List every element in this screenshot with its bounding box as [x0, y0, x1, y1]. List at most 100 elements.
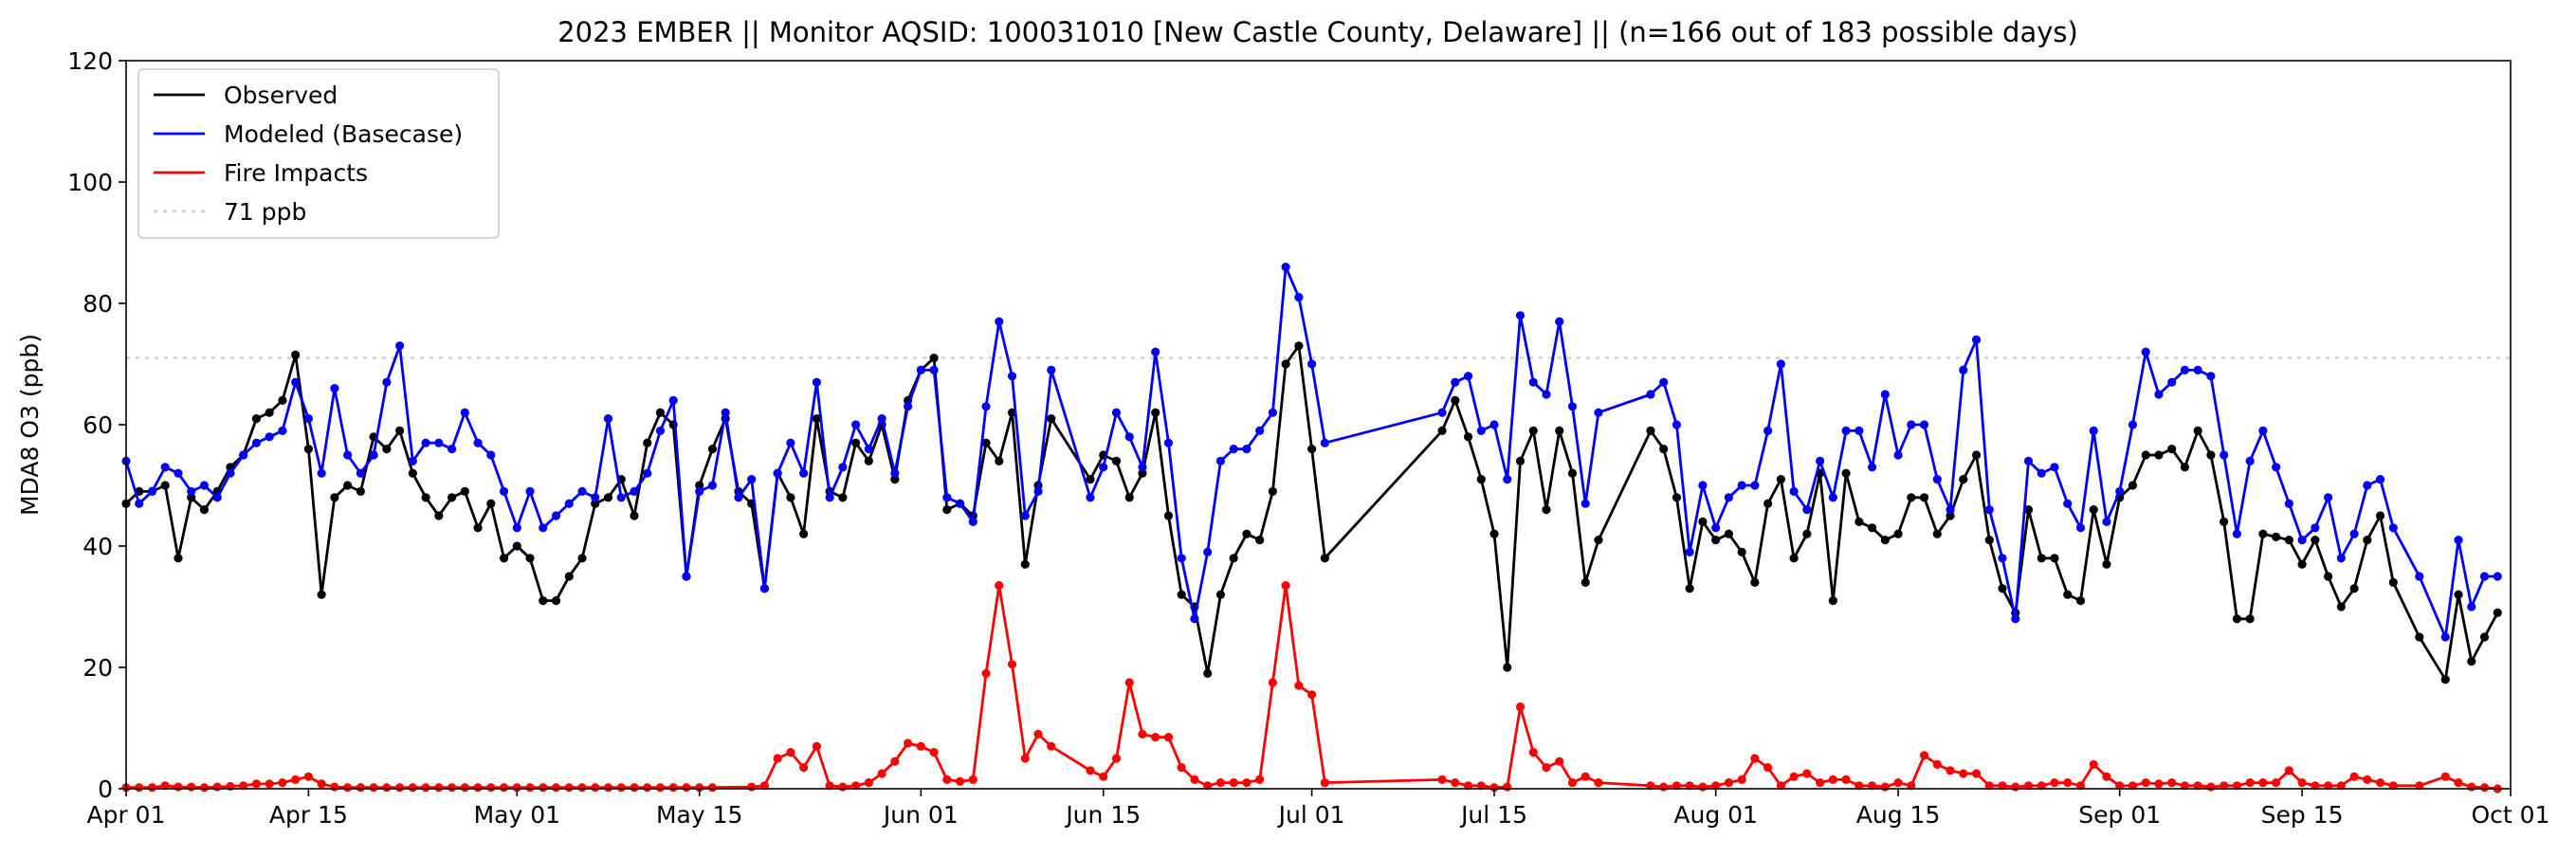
data-point	[707, 783, 718, 793]
data-point	[2415, 632, 2424, 642]
data-point	[2011, 614, 2020, 624]
data-point	[1281, 359, 1290, 369]
data-point	[564, 783, 574, 793]
data-point	[2232, 614, 2241, 624]
data-point	[1086, 766, 1095, 775]
data-point	[890, 468, 900, 478]
y-tick-label: 20	[82, 654, 113, 682]
data-point	[1555, 317, 1564, 326]
data-point	[890, 475, 900, 484]
data-point	[1567, 402, 1578, 411]
data-point	[1007, 372, 1017, 381]
data-point	[929, 354, 939, 363]
data-point	[1776, 359, 1785, 369]
data-point	[473, 783, 483, 793]
data-point	[1099, 463, 1108, 472]
data-point	[603, 783, 613, 793]
data-point	[1867, 781, 1877, 791]
data-point	[1750, 481, 1760, 490]
data-point	[838, 782, 848, 792]
data-point	[721, 408, 730, 417]
x-tick-label: May 15	[656, 801, 742, 829]
data-point	[2272, 532, 2281, 542]
data-point	[1007, 660, 1017, 669]
data-point	[199, 505, 210, 515]
data-point	[2075, 781, 2086, 791]
data-point	[1294, 293, 1304, 302]
data-point	[1659, 445, 1669, 454]
data-point	[916, 365, 925, 374]
data-point	[1867, 523, 1877, 533]
data-point	[655, 783, 666, 793]
data-point	[1789, 772, 1799, 781]
data-point	[539, 523, 548, 533]
data-point	[1503, 782, 1512, 792]
data-point	[734, 493, 743, 502]
data-point	[1111, 754, 1122, 763]
data-point	[460, 408, 469, 417]
data-point	[499, 554, 509, 563]
data-point	[1229, 445, 1238, 454]
series-observed	[121, 341, 2502, 684]
data-point	[1959, 769, 1968, 778]
data-point	[1907, 493, 1916, 502]
data-point	[2323, 572, 2333, 581]
data-point	[2311, 781, 2320, 791]
data-point	[668, 395, 678, 405]
data-point	[2272, 778, 2281, 788]
data-point	[1659, 782, 1669, 792]
data-point	[1020, 754, 1030, 763]
data-point	[239, 781, 248, 791]
data-point	[1919, 751, 1929, 760]
data-point	[929, 365, 939, 374]
data-point	[564, 572, 574, 581]
data-point	[2102, 517, 2111, 527]
y-tick-label: 80	[82, 290, 113, 318]
data-point	[278, 426, 287, 435]
data-point	[2388, 523, 2398, 533]
legend-label: Fire Impacts	[224, 159, 368, 187]
data-point	[1437, 408, 1447, 417]
data-point	[2102, 559, 2111, 569]
data-point	[539, 783, 548, 793]
data-point	[668, 783, 678, 793]
data-point	[2154, 779, 2164, 789]
data-point	[981, 668, 991, 679]
data-point	[1854, 781, 1864, 791]
data-point	[942, 775, 952, 785]
data-point	[1151, 733, 1160, 742]
data-point	[291, 377, 301, 387]
data-point	[551, 783, 561, 793]
data-point	[1724, 493, 1734, 502]
data-point	[707, 481, 718, 490]
data-point	[1163, 438, 1174, 447]
data-point	[1463, 372, 1473, 381]
data-point	[2415, 781, 2424, 791]
data-point	[1724, 778, 1734, 788]
data-point	[408, 456, 417, 465]
data-point	[1984, 781, 1994, 791]
data-point	[799, 529, 809, 538]
data-point	[655, 408, 666, 417]
data-point	[942, 505, 952, 515]
data-point	[655, 426, 666, 435]
data-point	[317, 468, 326, 478]
data-point	[330, 782, 339, 792]
data-point	[460, 783, 469, 793]
data-point	[2037, 781, 2046, 791]
data-point	[2493, 608, 2502, 618]
data-point	[147, 783, 157, 793]
data-point	[1503, 663, 1512, 672]
data-point	[630, 486, 639, 497]
data-point	[1515, 311, 1526, 320]
data-point	[2193, 781, 2202, 791]
data-point	[2363, 536, 2372, 545]
data-point	[2050, 778, 2059, 788]
data-point	[1203, 547, 1213, 557]
data-point	[1047, 414, 1056, 424]
data-point	[682, 572, 691, 581]
data-point	[577, 554, 587, 563]
data-point	[2011, 782, 2020, 792]
data-point	[1893, 778, 1903, 788]
data-point	[1672, 420, 1682, 429]
